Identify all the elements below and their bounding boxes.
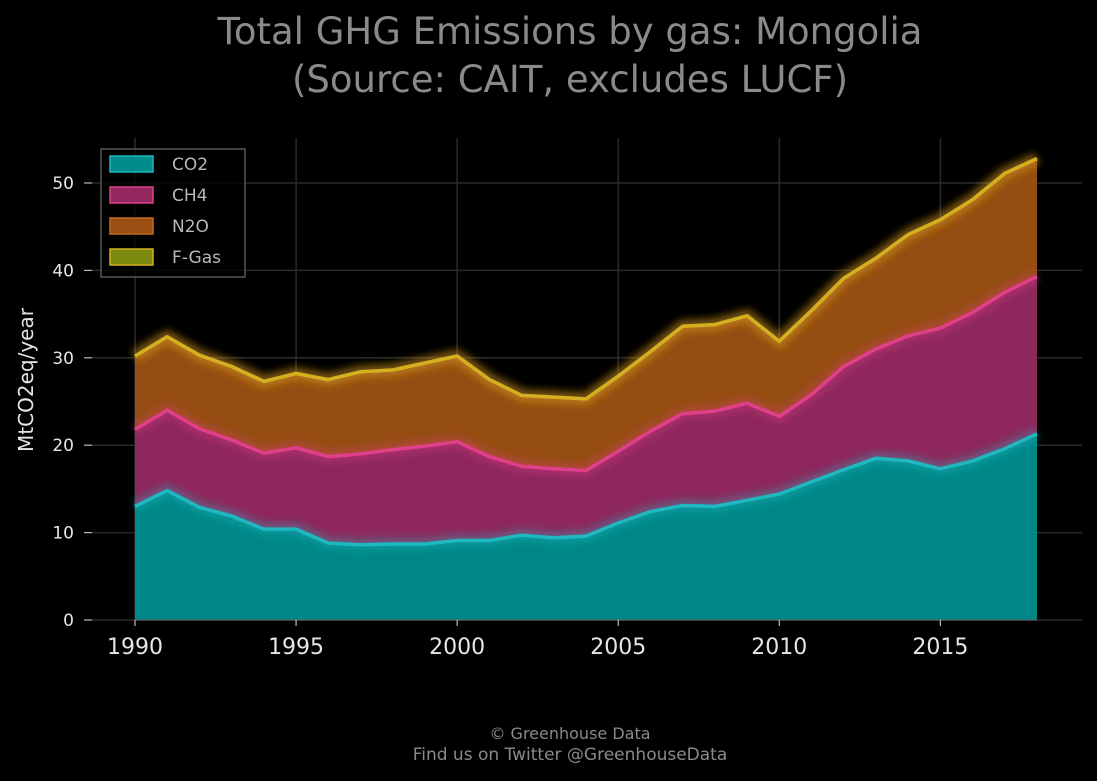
legend-label-co2: CO2 xyxy=(172,155,208,175)
x-tick-label: 2005 xyxy=(590,635,646,660)
legend-swatch-n2o xyxy=(109,217,154,235)
series-areas xyxy=(135,158,1037,620)
legend-label-ch4: CH4 xyxy=(172,186,207,206)
footer-twitter: Find us on Twitter @GreenhouseData xyxy=(412,745,728,765)
chart-title-line2: (Source: CAIT, excludes LUCF) xyxy=(291,58,849,101)
y-axis-label: MtCO2eq/year xyxy=(14,307,38,452)
y-tick-label: 20 xyxy=(52,436,74,456)
x-tick-label: 2000 xyxy=(429,635,485,660)
x-tick-label: 2010 xyxy=(751,635,807,660)
y-tick-label: 0 xyxy=(63,611,74,631)
x-tick-label: 1995 xyxy=(268,635,324,660)
legend: CO2 CH4 N2O F-Gas xyxy=(100,148,246,278)
legend-swatch-co2 xyxy=(109,155,154,173)
y-tick-label: 10 xyxy=(52,524,74,544)
chart-title: Total GHG Emissions by gas: Mongolia (So… xyxy=(0,8,1097,104)
x-tick-label: 2015 xyxy=(912,635,968,660)
series-lines xyxy=(134,156,1038,547)
legend-label-f-gas: F-Gas xyxy=(172,248,221,268)
line-f-gas xyxy=(134,156,1038,401)
chart-title-line1: Total GHG Emissions by gas: Mongolia xyxy=(217,10,923,53)
legend-swatch-f-gas xyxy=(109,248,154,266)
footer-copyright: © Greenhouse Data xyxy=(489,724,651,743)
y-tick-label: 40 xyxy=(52,261,74,281)
legend-swatch-ch4 xyxy=(109,186,154,204)
y-tick-label: 50 xyxy=(52,174,74,194)
area-co2 xyxy=(135,433,1037,620)
x-tick-label: 1990 xyxy=(107,635,163,660)
legend-label-n2o: N2O xyxy=(172,217,209,237)
y-tick-label: 30 xyxy=(52,349,74,369)
line-co2 xyxy=(134,432,1038,547)
line-ch4 xyxy=(134,274,1038,473)
axes: 1990 1995 2000 2005 2010 2015 0 10 20 30 40 50 MtCO2… xyxy=(14,174,1037,660)
